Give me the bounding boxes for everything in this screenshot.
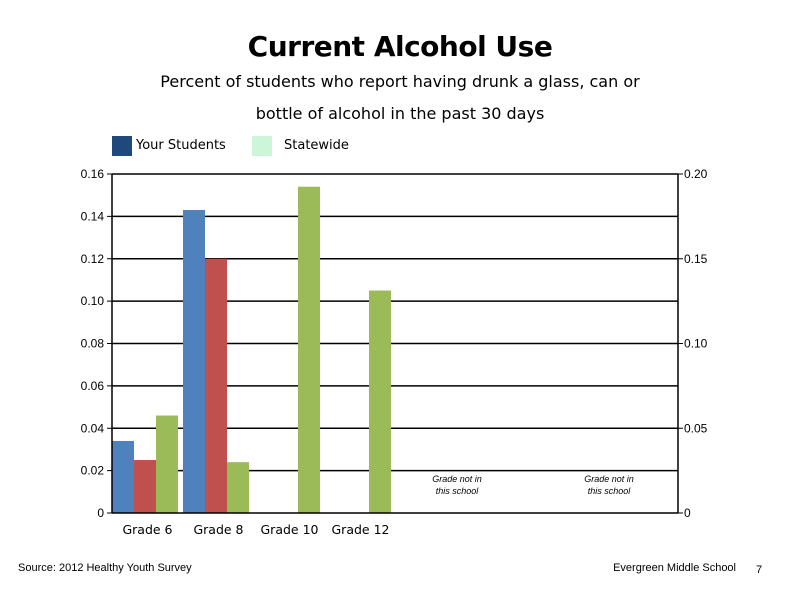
annotation-line-1: Grade not in (432, 474, 482, 484)
y2-tick-label: 0.10 (684, 337, 708, 351)
annotation-line-2: this school (436, 486, 480, 496)
subtitle-line-2: bottle of alcohol in the past 30 days (255, 104, 545, 123)
bar (112, 440, 134, 513)
bar (205, 258, 227, 513)
x-tick-label: Grade 10 (261, 522, 319, 537)
y-tick-label: 0.06 (81, 379, 105, 393)
y-tick-label: 0.02 (81, 464, 105, 478)
y-tick-label: 0.14 (81, 209, 105, 223)
y2-tick-label: 0.20 (684, 167, 708, 181)
bar (156, 415, 178, 513)
school-name: Evergreen Middle School (613, 562, 736, 574)
x-tick-label: Grade 8 (193, 522, 243, 537)
y-tick-label: 0.12 (81, 252, 105, 266)
bar (298, 186, 320, 513)
page-number: 7 (756, 564, 763, 576)
y-tick-label: 0.04 (81, 421, 105, 435)
bar (227, 462, 249, 513)
y2-tick-label: 0 (684, 506, 691, 520)
subtitle-line-1: Percent of students who report having dr… (160, 72, 640, 91)
chart-subtitle: Percent of students who report having dr… (0, 66, 800, 130)
y-tick-label: 0.16 (81, 167, 105, 181)
bar (134, 460, 156, 513)
annotation-line-1: Grade not in (584, 474, 634, 484)
y2-tick-label: 0.05 (684, 421, 708, 435)
legend-label-statewide: Statewide (284, 138, 349, 153)
y2-tick-label: 0.15 (684, 252, 708, 266)
legend-label-your-students: Your Students (136, 138, 226, 153)
y-tick-label: 0.10 (81, 294, 105, 308)
x-tick-label: Grade 12 (332, 522, 390, 537)
legend-swatch-statewide (252, 136, 272, 156)
y-tick-label: 0 (97, 506, 104, 520)
source-note: Source: 2012 Healthy Youth Survey (18, 562, 192, 574)
annotation-line-2: this school (588, 486, 632, 496)
legend-swatch-your-students (112, 136, 132, 156)
bar (183, 210, 205, 514)
y-tick-label: 0.08 (81, 337, 105, 351)
x-tick-label: Grade 6 (122, 522, 172, 537)
chart-title: Current Alcohol Use (247, 30, 553, 63)
bar (369, 290, 391, 513)
